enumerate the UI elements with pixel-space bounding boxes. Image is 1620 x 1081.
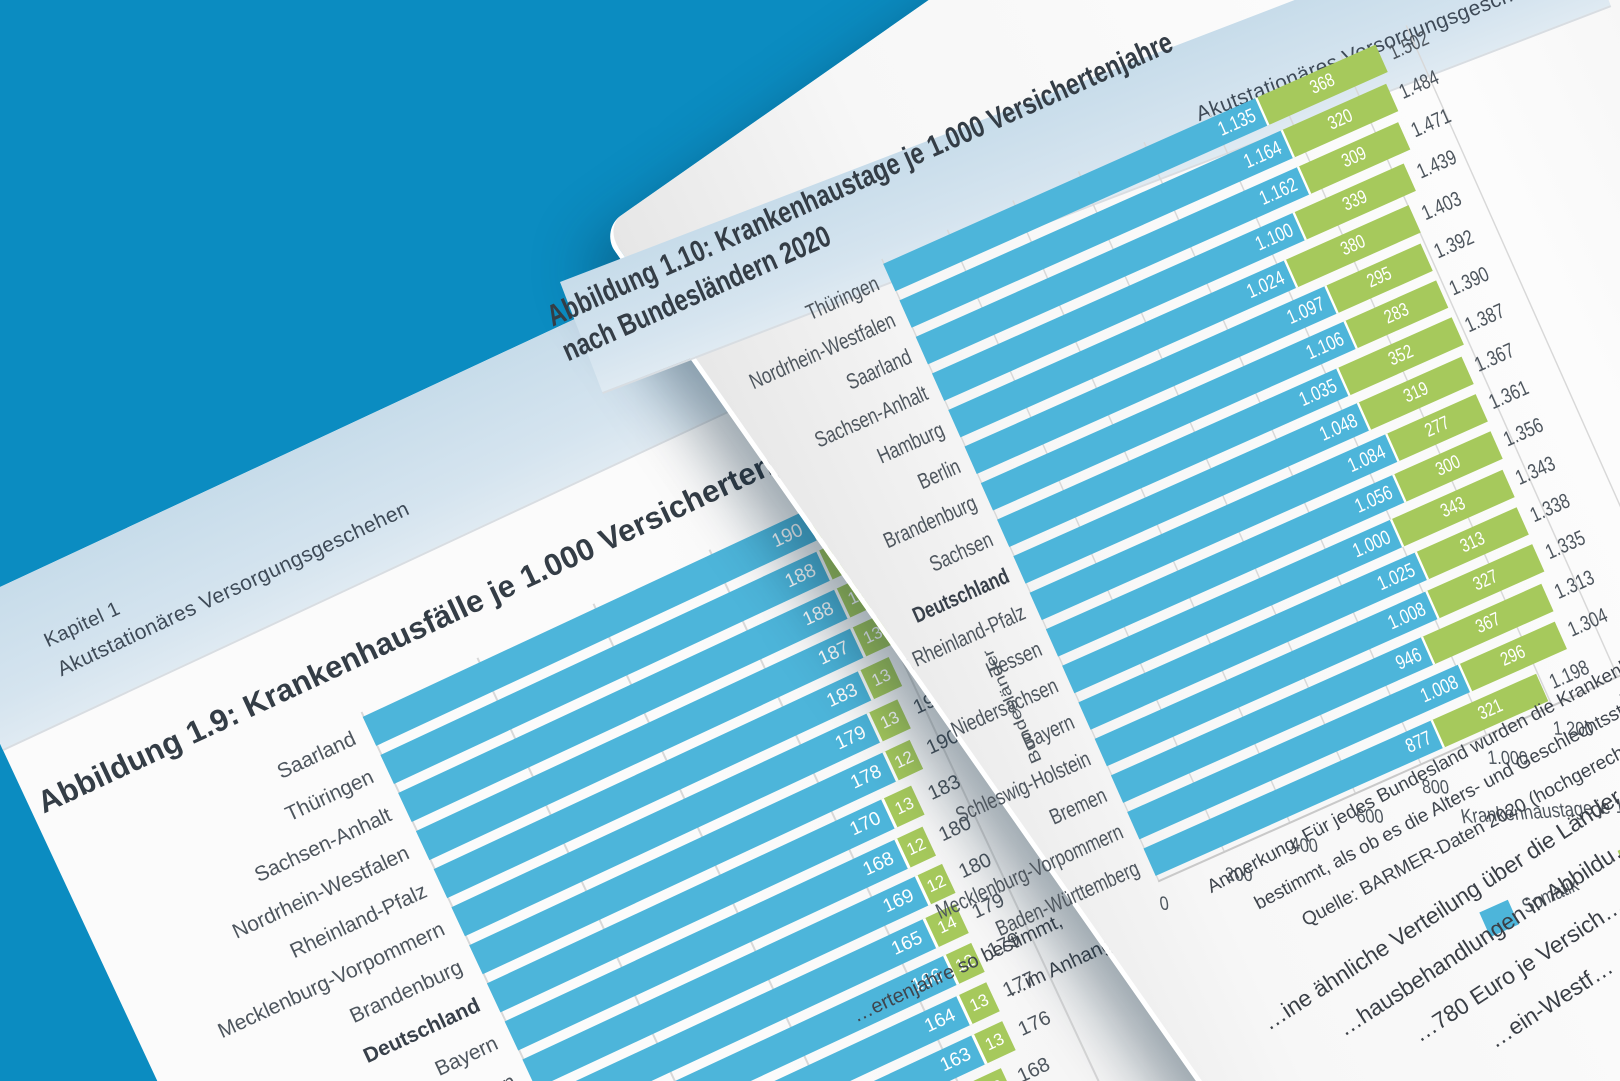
psych-value-label: 296 [1497,641,1529,671]
psych-value-label: 283 [1381,299,1413,329]
somatik-value-label: 1.135 [1214,104,1260,141]
somatik-value-label: 946 [1392,643,1425,675]
psych-value-label: 339 [1339,186,1371,216]
somatik-value-label: 1.162 [1255,173,1301,210]
psych-value-label: 352 [1385,341,1417,371]
psych-value-label: 343 [1437,492,1469,523]
psych-value-label: 367 [1472,608,1504,638]
somatik-value-label: 1.008 [1384,597,1430,634]
somatik-value-label: 1.008 [1416,670,1462,707]
x-axis-tick-label: 0 [1158,893,1171,915]
somatik-value-label: 1.106 [1302,327,1348,364]
psych-value-label: 327 [1470,566,1502,596]
psych-value-label: 368 [1306,69,1339,99]
somatik-value-label: 1.100 [1251,218,1297,255]
psych-value-label: 319 [1400,378,1432,408]
somatik-value-label: 1.025 [1373,558,1419,595]
psych-value-label: 295 [1363,263,1395,293]
somatik-value-label: 1.000 [1349,525,1394,562]
somatik-value-label: 1.084 [1344,440,1389,477]
psych-value-label: 313 [1457,528,1489,558]
somatik-value-label: 1.164 [1240,136,1285,173]
somatik-value-label: 1.048 [1316,409,1361,446]
somatik-value-label: 1.035 [1295,374,1341,411]
somatik-value-label: 1.056 [1351,481,1396,518]
psych-value-label: 309 [1338,142,1370,173]
psych-value-label: 300 [1432,451,1464,481]
somatik-value-label: 1.097 [1283,292,1329,329]
psych-value-label: 277 [1421,412,1453,442]
somatik-value-label: 1.024 [1243,266,1288,303]
psych-value-label: 380 [1337,231,1369,261]
psych-value-label: 320 [1324,105,1356,135]
